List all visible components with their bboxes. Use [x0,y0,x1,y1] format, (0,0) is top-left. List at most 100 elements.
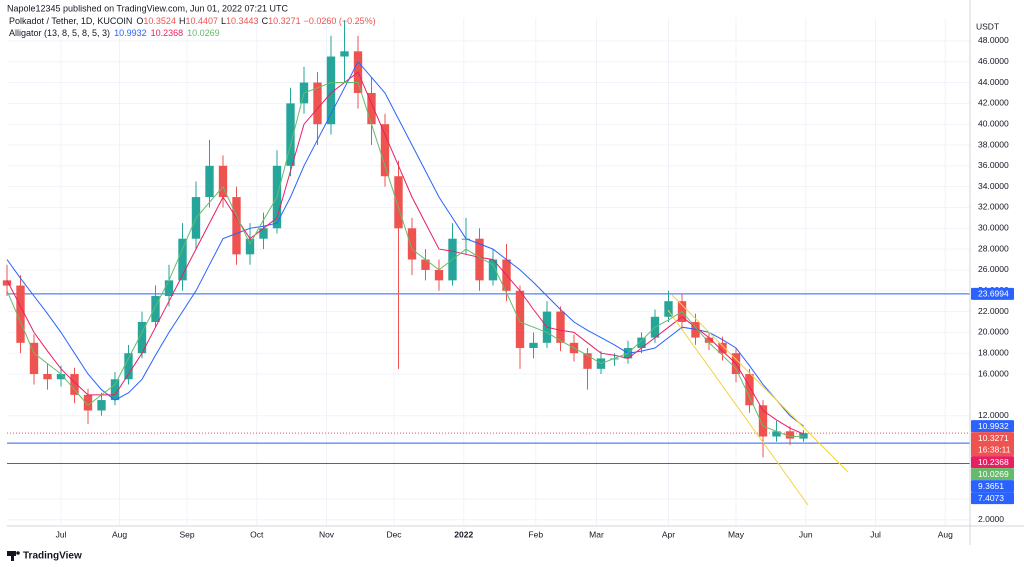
y-tick-label: 42.0000 [978,98,1009,108]
ohlc-value: 10.4407 [185,16,218,26]
candle-body [70,374,79,395]
candle-body [745,374,754,406]
price-tag [971,420,1014,433]
price-tag-label: 10.2368 [978,457,1009,467]
trend-line [671,294,849,473]
candle-body [16,285,25,343]
alligator-line [6,71,804,435]
symbol: Polkadot / Tether, 1D, KUCOIN [9,16,132,26]
candle-body [583,353,592,369]
candle-body [137,321,147,354]
candle-body [29,342,39,375]
x-tick-label: Feb [528,529,543,539]
candle-body [83,394,93,411]
y-tick-label: 38.0000 [978,139,1009,149]
x-tick-label: 2022 [454,529,473,539]
candle-body [380,124,390,177]
candle-body [515,290,525,349]
y-tick-label: 26.0000 [978,264,1009,274]
time-axis-panel [0,526,1024,567]
candle-body [407,228,417,260]
ohlc-key: H [179,16,186,26]
y-tick-label: 46.0000 [978,56,1009,66]
x-tick-label: Aug [112,529,127,539]
candle-body [151,295,160,322]
candle-body [259,228,268,239]
ohlc-key: L [221,16,226,26]
price-tag [971,492,1014,505]
indicator-value: 10.9932 [114,28,147,38]
x-tick-label: Mar [589,529,604,539]
ohlc-key: O [136,16,143,26]
y-tick-label: 16.0000 [978,368,1009,378]
candle-body [394,176,403,229]
ohlc-value: 10.3524 [143,16,176,26]
x-tick-label: Aug [938,529,953,539]
x-tick-label: Nov [319,529,335,539]
y-tick-label: 2.0000 [978,514,1004,524]
candle-body [718,342,727,354]
candle-body [205,165,214,198]
candle-body [286,103,295,166]
indicator-value: 10.2368 [151,28,184,38]
candle-body [488,259,498,281]
alligator-line [6,82,804,438]
y-tick-label: 20.0000 [978,327,1009,337]
candle-body [529,342,538,349]
candle-body [772,431,781,437]
candle-body [340,51,349,57]
x-tick-label: Apr [662,529,675,539]
y-tick-label: 12.0000 [978,410,1009,420]
price-tag [971,287,1014,300]
y-tick-label: 32.0000 [978,202,1009,212]
price-tag-label: 10.9932 [978,421,1009,431]
ohlc-value: 10.3271 [268,16,301,26]
x-tick-label: Dec [386,529,402,539]
candle-body [556,311,565,343]
x-tick-label: Jun [799,529,813,539]
logo-part [11,551,14,561]
countdown: 16:38:11 [978,444,1011,454]
candle-body [799,433,808,439]
price-tag-label: 7.4073 [978,493,1004,503]
y-tick-label: 48.0000 [978,35,1009,45]
indicator-legend: Alligator (13, 8, 5, 8, 5, 3) 10.9932 10.2… [9,28,220,38]
x-tick-label: Oct [250,529,264,539]
y-tick-label: 18.0000 [978,347,1009,357]
x-tick-label: Jul [870,529,881,539]
publisher: Napole12345 published on TradingView.com… [7,3,289,13]
logo-part [16,551,20,555]
price-tag [971,468,1014,481]
price-tag-label: 10.3271 [978,433,1009,443]
candle-body [785,431,795,439]
brand-logo [7,551,20,561]
candle-body [178,238,187,281]
candle-body [758,405,768,437]
grid [7,18,970,525]
price-tag-label: 9.3651 [978,481,1004,491]
candle-body [704,337,714,343]
alligator [6,60,804,438]
candle-body [421,259,430,270]
y-tick-label: 34.0000 [978,181,1009,191]
candle-body [245,238,255,255]
candle-body [56,374,66,380]
price-tag [971,456,1014,469]
candle-body [313,82,322,125]
trend-line [667,309,809,506]
candle-body [232,197,241,255]
ohlc-key: C [262,16,269,26]
x-tick-label: May [728,529,745,539]
y-tick-label: 22.0000 [978,306,1009,316]
y-tick-label: 28.0000 [978,243,1009,253]
candle-body [664,301,673,317]
candle-body [43,374,52,380]
candle-body [475,238,484,281]
candle-body [164,280,174,296]
candle-body [124,353,133,380]
x-tick-label: Jul [56,529,67,539]
